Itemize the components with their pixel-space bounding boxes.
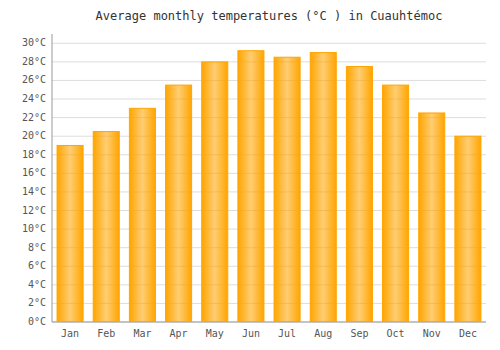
x-axis: Jan Feb Mar Apr May Jun Jul Aug Sep Oct Nov Dec	[61, 328, 477, 339]
y-tick-label: 28°C	[22, 56, 46, 67]
bar	[455, 136, 481, 322]
bar	[310, 53, 336, 322]
y-tick-label: 30°C	[22, 37, 46, 48]
y-axis: 0°C 2°C 4°C 6°C 8°C 10°C 12°C 14°C 16°C 18°C 20°C 2…	[22, 34, 486, 327]
x-tick-label: Feb	[97, 328, 115, 339]
y-tick-label: 22°C	[22, 112, 46, 123]
x-tick-label: Apr	[170, 328, 188, 339]
y-tick-label: 12°C	[22, 205, 46, 216]
bar	[166, 85, 192, 322]
y-tick-label: 20°C	[22, 130, 46, 141]
y-tick-label: 6°C	[28, 260, 46, 271]
bars	[57, 51, 481, 322]
y-tick-label: 0°C	[28, 316, 46, 327]
bar	[383, 85, 409, 322]
bar	[202, 62, 228, 322]
grid-line	[52, 61, 486, 62]
y-tick-label: 18°C	[22, 149, 46, 160]
title: Average monthly temperatures (°C ) in Cu…	[96, 9, 443, 23]
y-tick-label: 2°C	[28, 297, 46, 308]
y-tick-label: 10°C	[22, 223, 46, 234]
bar	[57, 145, 83, 322]
y-tick-label: 14°C	[22, 186, 46, 197]
bar	[274, 57, 300, 322]
bar	[419, 113, 445, 322]
x-tick-label: May	[206, 328, 224, 339]
x-tick-label: Dec	[459, 328, 477, 339]
y-tick-label: 16°C	[22, 167, 46, 178]
grid-line	[52, 80, 486, 81]
y-tick-label: 4°C	[28, 279, 46, 290]
chart-svg: 0°C 2°C 4°C 6°C 8°C 10°C 12°C 14°C 16°C 18°C 20°C 2…	[0, 0, 500, 350]
x-tick-label: Jun	[242, 328, 260, 339]
y-axis-line	[52, 34, 53, 322]
y-tick-label: 26°C	[22, 74, 46, 85]
grid-line	[52, 99, 486, 100]
x-tick-label: Oct	[387, 328, 405, 339]
bar	[346, 67, 372, 322]
x-tick-label: Nov	[423, 328, 441, 339]
x-tick-label: Jan	[61, 328, 79, 339]
x-tick-label: Jul	[278, 328, 296, 339]
x-tick-label: Sep	[350, 328, 368, 339]
bar	[238, 51, 264, 322]
x-tick-label: Aug	[314, 328, 332, 339]
bar	[93, 132, 119, 322]
grid	[52, 43, 486, 322]
chart-container: 0°C 2°C 4°C 6°C 8°C 10°C 12°C 14°C 16°C 18°C 20°C 2…	[0, 0, 500, 350]
grid-line	[52, 43, 486, 44]
x-tick-label: Mar	[133, 328, 151, 339]
y-tick-label: 24°C	[22, 93, 46, 104]
bar	[129, 108, 155, 322]
y-tick-label: 8°C	[28, 242, 46, 253]
